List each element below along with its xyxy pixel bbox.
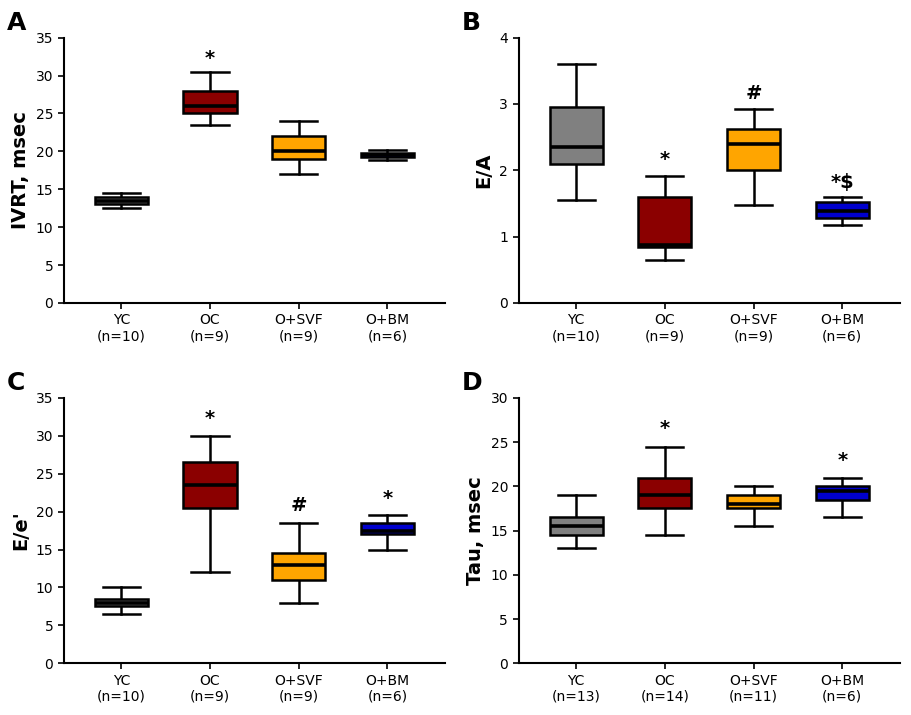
Text: A: A bbox=[6, 11, 26, 35]
Text: *: * bbox=[660, 419, 670, 438]
Bar bbox=[183, 91, 237, 114]
Bar bbox=[639, 478, 691, 508]
Text: *: * bbox=[837, 451, 847, 470]
Bar bbox=[361, 523, 414, 534]
Bar bbox=[95, 599, 148, 606]
Bar bbox=[183, 463, 237, 508]
Text: D: D bbox=[461, 371, 482, 395]
Text: C: C bbox=[6, 371, 25, 395]
Bar bbox=[361, 153, 414, 157]
Text: #: # bbox=[745, 84, 762, 103]
Bar bbox=[815, 486, 869, 500]
Y-axis label: E/A: E/A bbox=[475, 152, 494, 188]
Text: *: * bbox=[660, 150, 670, 169]
Bar bbox=[272, 553, 325, 580]
Y-axis label: Tau, msec: Tau, msec bbox=[466, 476, 485, 585]
Bar bbox=[549, 107, 603, 164]
Bar bbox=[272, 136, 325, 159]
Text: *: * bbox=[205, 409, 215, 428]
Bar bbox=[639, 197, 691, 247]
Bar bbox=[549, 518, 603, 535]
Text: #: # bbox=[291, 496, 307, 516]
Bar bbox=[727, 129, 780, 170]
Bar bbox=[727, 495, 780, 508]
Text: *: * bbox=[383, 489, 393, 508]
Y-axis label: E/e': E/e' bbox=[11, 511, 30, 551]
Text: B: B bbox=[461, 11, 480, 35]
Text: *$: *$ bbox=[830, 172, 855, 192]
Text: *: * bbox=[205, 49, 215, 68]
Bar bbox=[95, 197, 148, 204]
Y-axis label: IVRT, msec: IVRT, msec bbox=[11, 112, 30, 230]
Bar bbox=[815, 202, 869, 218]
